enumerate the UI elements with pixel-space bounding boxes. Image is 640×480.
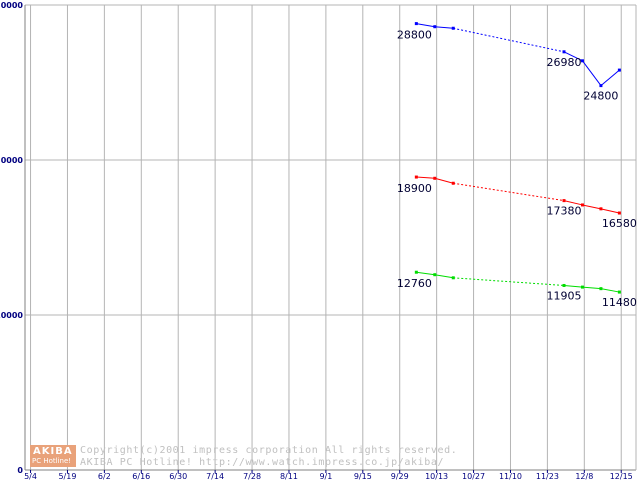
x-tick-label: 6/30	[169, 472, 187, 480]
series-mid: 18900 17380 16580	[397, 175, 637, 230]
data-point	[433, 273, 437, 277]
data-point	[433, 25, 437, 29]
series-line-segment	[563, 51, 583, 62]
data-point	[451, 276, 455, 280]
x-tick-label: 6/16	[132, 472, 150, 480]
series-line-segment	[600, 288, 620, 293]
series-line-segment	[453, 27, 565, 53]
series-line-segment	[563, 284, 583, 288]
series-line-segment	[600, 69, 620, 86]
data-label: 17380	[547, 205, 582, 218]
y-tick-label: 10000	[0, 311, 23, 320]
data-point	[414, 270, 418, 274]
x-tick-label: 9/29	[391, 472, 409, 480]
logo-top-text: AKIBA	[33, 446, 73, 457]
x-tick-label: 9/1	[319, 472, 332, 480]
y-axis-ticks: 30000 20000 10000 0	[0, 1, 23, 475]
series-line-segment	[416, 271, 435, 276]
data-point	[414, 175, 418, 179]
series-line-segment	[416, 176, 435, 179]
series-line-segment	[434, 274, 454, 279]
x-tick-label: 11/10	[499, 472, 522, 480]
series-line-segment	[453, 277, 565, 286]
series-line-segment	[434, 26, 454, 29]
data-point	[580, 59, 584, 63]
data-label: 11905	[547, 289, 582, 302]
x-tick-label: 5/19	[58, 472, 76, 480]
data-point	[562, 50, 566, 54]
grid-lines	[25, 4, 636, 470]
akiba-logo: AKIBA PC Hotline!	[30, 445, 76, 467]
x-axis-ticks: 5/4 5/19 6/2 6/16 6/30 7/14 7/28 8/11 9/1 9/15 9/2…	[24, 470, 633, 480]
data-label: 12760	[397, 277, 432, 290]
series-line-segment	[582, 60, 602, 86]
data-point	[433, 176, 437, 180]
x-tick-label: 10/13	[425, 472, 448, 480]
copyright-line: Copyright(c)2001 impress corporation All…	[80, 445, 458, 456]
logo-bottom-text: PC Hotline!	[32, 457, 72, 465]
y-tick-label: 20000	[0, 156, 23, 165]
series-group: 28800 26980 24800 18900 17380 16580 12760 11905…	[397, 22, 637, 309]
series-line-segment	[563, 200, 583, 206]
y-tick-label: 30000	[0, 1, 23, 10]
x-tick-label: 7/28	[243, 472, 261, 480]
series-line-segment	[416, 23, 435, 28]
x-tick-label: 7/14	[206, 472, 224, 480]
series-line-segment	[453, 182, 565, 202]
y-tick-label: 0	[17, 466, 23, 475]
series-line-segment	[434, 177, 454, 184]
data-label: 18900	[397, 182, 432, 195]
x-tick-label: 11/23	[536, 472, 559, 480]
data-point	[617, 290, 621, 294]
x-tick-label: 6/2	[98, 472, 111, 480]
data-label: 11480	[602, 296, 637, 309]
x-tick-label: 8/11	[280, 472, 298, 480]
data-label: 16580	[602, 217, 637, 230]
x-tick-label: 12/8	[575, 472, 593, 480]
data-point	[580, 285, 584, 289]
series-high: 28800 26980 24800	[397, 22, 621, 103]
data-point	[562, 283, 566, 287]
data-label: 28800	[397, 29, 432, 42]
series-line-segment	[582, 286, 601, 290]
x-tick-label: 10/27	[462, 472, 485, 480]
series-line-segment	[600, 208, 620, 214]
data-label: 26980	[547, 56, 582, 69]
data-point	[451, 26, 455, 30]
data-point	[562, 199, 566, 203]
data-point	[599, 287, 603, 291]
data-point	[451, 181, 455, 185]
x-tick-label: 12/15	[610, 472, 633, 480]
data-point	[617, 211, 621, 215]
data-point	[599, 84, 603, 88]
series-line-segment	[582, 204, 602, 210]
data-point	[580, 203, 584, 207]
x-tick-label: 9/15	[354, 472, 372, 480]
data-point	[599, 207, 603, 211]
data-point	[414, 22, 418, 26]
x-tick-label: 5/4	[24, 472, 37, 480]
axes	[24, 5, 637, 471]
data-point	[617, 68, 621, 72]
data-label: 24800	[583, 90, 618, 103]
site-url-line: AKIBA PC Hotline! http://www.watch.impre…	[80, 457, 445, 468]
series-low: 12760 11905 11480	[397, 270, 637, 309]
